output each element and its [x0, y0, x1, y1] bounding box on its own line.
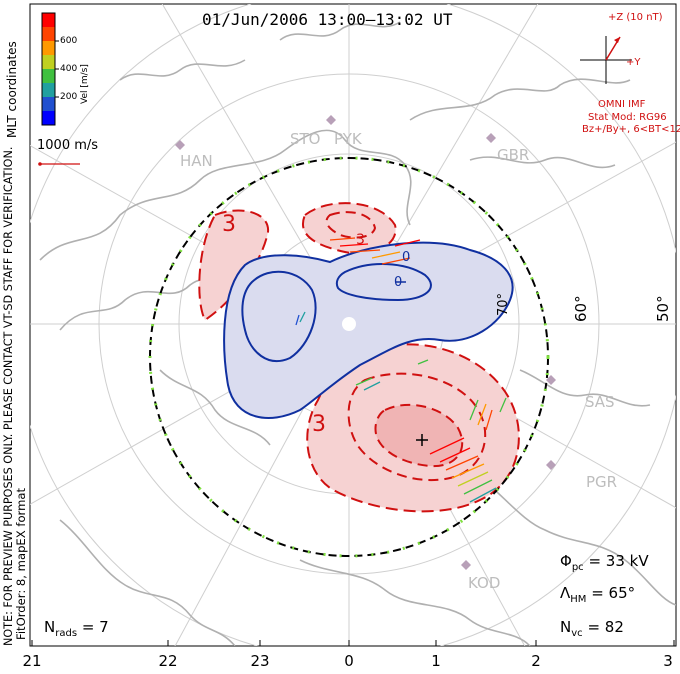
potential-maximum-marker: [416, 434, 428, 446]
latitude-label: 50°: [654, 295, 672, 322]
velocity-colorbar: [41, 12, 59, 126]
map-title: 01/Jun/2006 13:00–13:02 UT: [202, 10, 453, 29]
radars-value: = 7: [81, 618, 109, 636]
station-label: STO: [290, 130, 321, 148]
boundary-subscript: HM: [570, 594, 587, 605]
fit-order-label: FitOrder: 8, mapEX format: [14, 487, 28, 640]
velocity-scale-label: Vel [m/s]: [80, 64, 90, 104]
station-label: GBR: [497, 146, 530, 164]
imf-y-label: +Y: [626, 57, 641, 68]
mlt-axis-label: 22: [158, 652, 178, 670]
heppner-maynard-boundary: ΛHM = 65°: [560, 584, 635, 605]
mlt-axis-label: 3: [663, 652, 673, 670]
mlt-axis-label: 2: [531, 652, 541, 670]
station-label: KOD: [468, 574, 501, 592]
vectors-subscript: vc: [571, 628, 583, 639]
coordinate-system-label: MLT coordinates: [5, 41, 19, 138]
pole-marker: [342, 317, 356, 331]
reference-vector-arrow: [38, 162, 80, 166]
contour-label: 3: [356, 232, 365, 248]
station-label: SAS: [585, 393, 615, 411]
imf-source: OMNI IMF: [598, 99, 646, 110]
imf-clock-label: +Z (10 nT): [608, 12, 663, 23]
imf-conditions: Bz+/By+, 6<BT<12: [582, 124, 680, 135]
coastlines: [39, 21, 676, 646]
velocity-vectors: [295, 237, 507, 503]
station-label: PGR: [586, 473, 618, 491]
radars-symbol: N: [44, 618, 56, 636]
station-markers: [175, 115, 556, 570]
contour-label: 0: [394, 275, 403, 290]
mlt-axis-label: 1: [431, 652, 441, 670]
negative-cells: [223, 241, 514, 419]
latitude-label: 70°: [496, 292, 511, 316]
radar-count: Nrads = 7: [44, 618, 109, 639]
station-label: PYK: [334, 130, 362, 148]
potential-symbol: Φ: [560, 552, 572, 570]
potential-subscript: pc: [571, 562, 584, 573]
positive-cells: [198, 202, 520, 513]
station-label: HAN: [180, 152, 213, 170]
boundary-symbol: Λ: [560, 584, 571, 602]
stat-model-label: Stat Mod: RG96: [588, 112, 667, 123]
imf-clock-dial: [580, 36, 632, 84]
contour-label: 3: [312, 412, 326, 437]
potential-value: = 33 kV: [588, 552, 649, 570]
velocity-scale-tick: 400: [60, 64, 78, 74]
latitude-label: 60°: [572, 295, 590, 322]
mlt-axis-label: 0: [344, 652, 354, 670]
contour-label: 0: [402, 250, 411, 265]
boundary-vectors: [148, 156, 550, 558]
mlt-axis-label: 23: [250, 652, 270, 670]
mlt-axis-ticks: [31, 640, 675, 646]
contour-label: 3: [222, 212, 236, 237]
vector-count: Nvc = 82: [560, 618, 624, 639]
vectors-value: = 82: [587, 618, 624, 636]
vectors-symbol: N: [560, 618, 572, 636]
radars-subscript: rads: [55, 628, 78, 639]
mlt-axis-label: 21: [22, 652, 42, 670]
boundary-value: = 65°: [591, 584, 636, 602]
velocity-scale-tick: 600: [60, 36, 78, 46]
cross-polar-potential: Φpc = 33 kV: [560, 552, 649, 573]
reference-vector-label: 1000 m/s: [37, 138, 99, 153]
velocity-scale-tick: 200: [60, 92, 78, 102]
